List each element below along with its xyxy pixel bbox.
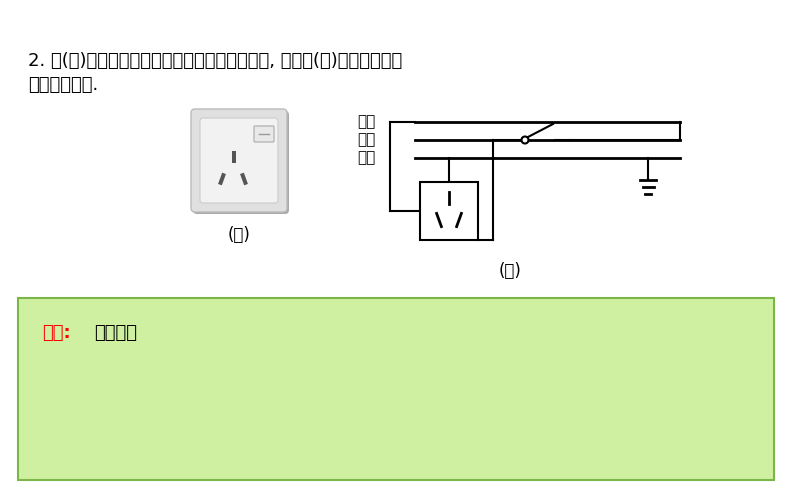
Text: 答案:: 答案: bbox=[42, 324, 71, 342]
Text: 火线: 火线 bbox=[357, 114, 375, 130]
FancyBboxPatch shape bbox=[191, 109, 287, 212]
Bar bbox=[420, 182, 478, 240]
Text: 零线: 零线 bbox=[357, 133, 375, 148]
Polygon shape bbox=[218, 173, 226, 185]
Bar bbox=[18, 298, 774, 480]
Circle shape bbox=[522, 137, 529, 144]
Text: (甲): (甲) bbox=[228, 226, 250, 244]
Text: 地线: 地线 bbox=[357, 150, 375, 165]
Text: 2. 图(甲)是家庭电路中带有控制开关的三孔插座, 请在图(乙)中将其正确地: 2. 图(甲)是家庭电路中带有控制开关的三孔插座, 请在图(乙)中将其正确地 bbox=[28, 52, 403, 70]
Polygon shape bbox=[240, 173, 248, 185]
FancyBboxPatch shape bbox=[193, 111, 289, 214]
FancyBboxPatch shape bbox=[254, 126, 274, 142]
Text: 连接在电路中.: 连接在电路中. bbox=[28, 76, 98, 94]
Text: 如图所示: 如图所示 bbox=[94, 324, 137, 342]
FancyBboxPatch shape bbox=[200, 118, 278, 203]
Bar bbox=[232, 151, 236, 163]
Text: (乙): (乙) bbox=[499, 262, 522, 280]
